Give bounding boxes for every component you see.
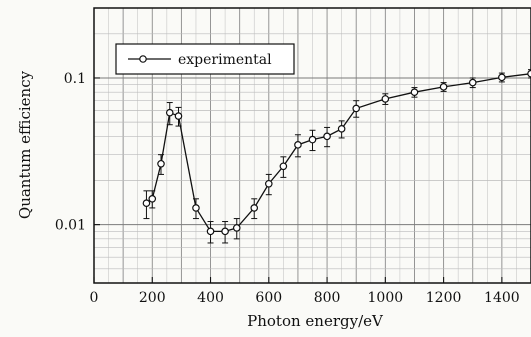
data-point <box>498 73 506 82</box>
data-point <box>308 135 317 144</box>
data-point <box>221 227 229 236</box>
x-axis-label: Photon energy/eV <box>247 312 384 330</box>
plot-border <box>93 7 531 284</box>
data-point <box>468 78 477 87</box>
data-point <box>279 162 288 171</box>
data-point <box>148 195 157 203</box>
series-layer <box>142 69 531 244</box>
y-axis-label: Quantum efficiency <box>16 70 34 219</box>
legend-marker <box>139 55 147 63</box>
x-tick-label: 400 <box>197 290 224 306</box>
data-point <box>250 204 259 212</box>
data-point <box>352 104 361 113</box>
data-point <box>264 179 273 188</box>
data-point <box>142 199 151 208</box>
data-point <box>232 224 241 232</box>
data-point <box>165 108 174 117</box>
legend-label: experimental <box>178 52 272 68</box>
data-point <box>192 204 200 212</box>
data-point <box>337 125 346 133</box>
data-point <box>157 159 165 168</box>
series-line-experimental <box>146 73 531 232</box>
x-tick-label: 600 <box>255 290 282 306</box>
tick-layer: 0 200 400 600 800 1000 1200 1400 0.01 0.1 <box>55 71 520 306</box>
y-tick-label: 0.1 <box>64 71 86 87</box>
data-point <box>323 132 331 141</box>
data-point <box>174 112 183 120</box>
data-point <box>206 227 215 236</box>
x-tick-label: 800 <box>314 290 341 306</box>
data-point <box>381 95 390 103</box>
legend: experimental <box>115 43 295 75</box>
x-tick-label: 0 <box>90 290 99 306</box>
data-point <box>410 88 419 96</box>
x-tick-label: 1000 <box>368 290 404 306</box>
x-tick-label: 200 <box>139 290 166 306</box>
y-tick-label: 0.01 <box>55 218 86 234</box>
plot-frame <box>93 7 531 284</box>
data-point <box>294 141 302 149</box>
x-tick-label: 1200 <box>426 290 462 306</box>
data-point <box>439 83 448 91</box>
x-tick-label: 1400 <box>484 290 520 306</box>
